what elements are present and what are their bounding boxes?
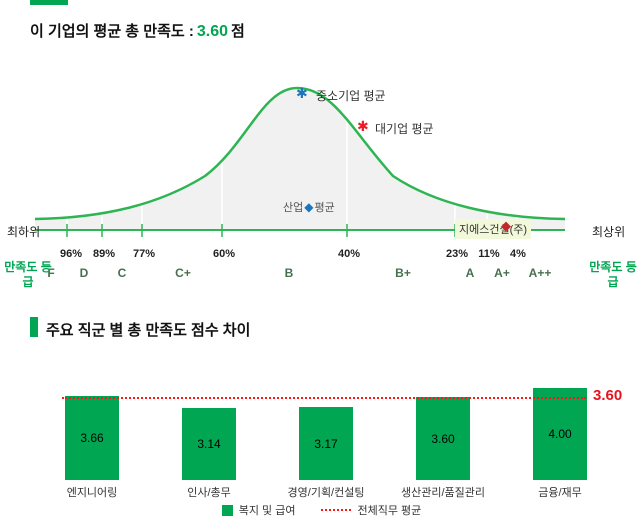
title-text: 이 기업의 평균 총 만족도 : — [30, 23, 194, 40]
axis-label-highest: 최상위 — [592, 225, 626, 239]
percentile-label: 60% — [212, 248, 236, 260]
bar-value-label: 3.60 — [431, 431, 455, 446]
satisfaction-grade-label-right: 만족도 등급 — [589, 260, 637, 289]
legend-average-label: 전체직무 평균 — [357, 505, 422, 517]
legend-series-label: 복지 및 급여 — [238, 505, 296, 517]
section-title: 주요 직군 별 총 만족도 점수 차이 — [46, 322, 251, 339]
category-label: 경영/기획/컨설팅 — [287, 487, 365, 499]
title-suffix: 점 — [230, 23, 245, 40]
curve-fill-area — [35, 88, 565, 230]
grade-label: B — [284, 266, 294, 280]
percentile-label: 11% — [478, 248, 500, 260]
bar: 3.17 — [299, 407, 353, 480]
category-label: 인사/총무 — [187, 487, 231, 499]
legend-average-item: 전체직무 평균 — [321, 502, 421, 518]
title-score: 3.60 — [196, 23, 228, 40]
grade-label: D — [79, 266, 89, 280]
average-value-label: 3.60 — [593, 387, 623, 404]
axis-label-lowest: 최하위 — [7, 225, 41, 239]
large-company-average-label: 대기업 평균 — [375, 122, 434, 136]
industry-average-label-right: 평균 — [314, 202, 335, 214]
grade-label: C+ — [175, 266, 191, 280]
sme-average-asterisk-icon: ✱ — [296, 85, 308, 101]
bar-value-label: 3.17 — [314, 436, 338, 451]
percentile-label: 77% — [132, 248, 156, 260]
grade-label: B+ — [395, 266, 411, 280]
grade-label: F — [47, 266, 55, 280]
bar: 3.60 — [416, 397, 470, 480]
section-accent-bar — [30, 317, 38, 337]
legend-series-item: 복지 및 급여 — [221, 502, 296, 518]
large-company-average-asterisk-icon: ✱ — [357, 118, 369, 134]
category-label: 생산관리/품질관리 — [400, 487, 486, 499]
sme-average-label: 중소기업 평균 — [316, 89, 386, 103]
legend-average-line-icon — [321, 509, 352, 511]
company-diamond-icon: ◆ — [501, 218, 511, 233]
bar-value-label: 3.14 — [197, 437, 221, 451]
industry-average-label-left: 산업 — [283, 202, 304, 214]
bell-curve-chart — [35, 86, 565, 237]
percentile-label: 4% — [510, 248, 526, 260]
top-accent-bar — [30, 0, 68, 5]
chart-legend: 복지 및 급여 전체직무 평균 — [0, 502, 643, 518]
grade-label: A++ — [528, 266, 552, 280]
percentile-label: 40% — [337, 248, 361, 260]
percentile-label: 23% — [445, 248, 469, 260]
bar-value-label: 4.00 — [548, 427, 572, 441]
category-label: 엔지니어링 — [66, 487, 118, 499]
bar: 4.00 — [533, 388, 587, 480]
grade-label: A — [465, 266, 475, 280]
company-marker-label: 지에스건설(주) — [455, 219, 532, 239]
grade-label: A+ — [494, 266, 510, 280]
industry-average-marker: 산업◆평균 — [283, 199, 335, 215]
percentile-label: 96% — [59, 248, 83, 260]
bar: 3.14 — [182, 408, 236, 480]
bar-value-label: 3.66 — [80, 431, 104, 445]
bar: 3.66 — [65, 396, 119, 480]
curve-line — [35, 86, 565, 221]
legend-series-swatch-icon — [221, 504, 233, 516]
average-line — [62, 397, 586, 399]
page-title: 이 기업의 평균 총 만족도 :3.60 점 — [30, 20, 245, 41]
segment-divider-lines — [66, 105, 518, 229]
category-label: 금융/재무 — [538, 487, 582, 499]
industry-average-diamond-icon: ◆ — [304, 200, 314, 214]
grade-label: C — [117, 266, 127, 280]
percentile-label: 89% — [92, 248, 116, 260]
satisfaction-grade-label-left: 만족도 등급 — [4, 260, 52, 289]
